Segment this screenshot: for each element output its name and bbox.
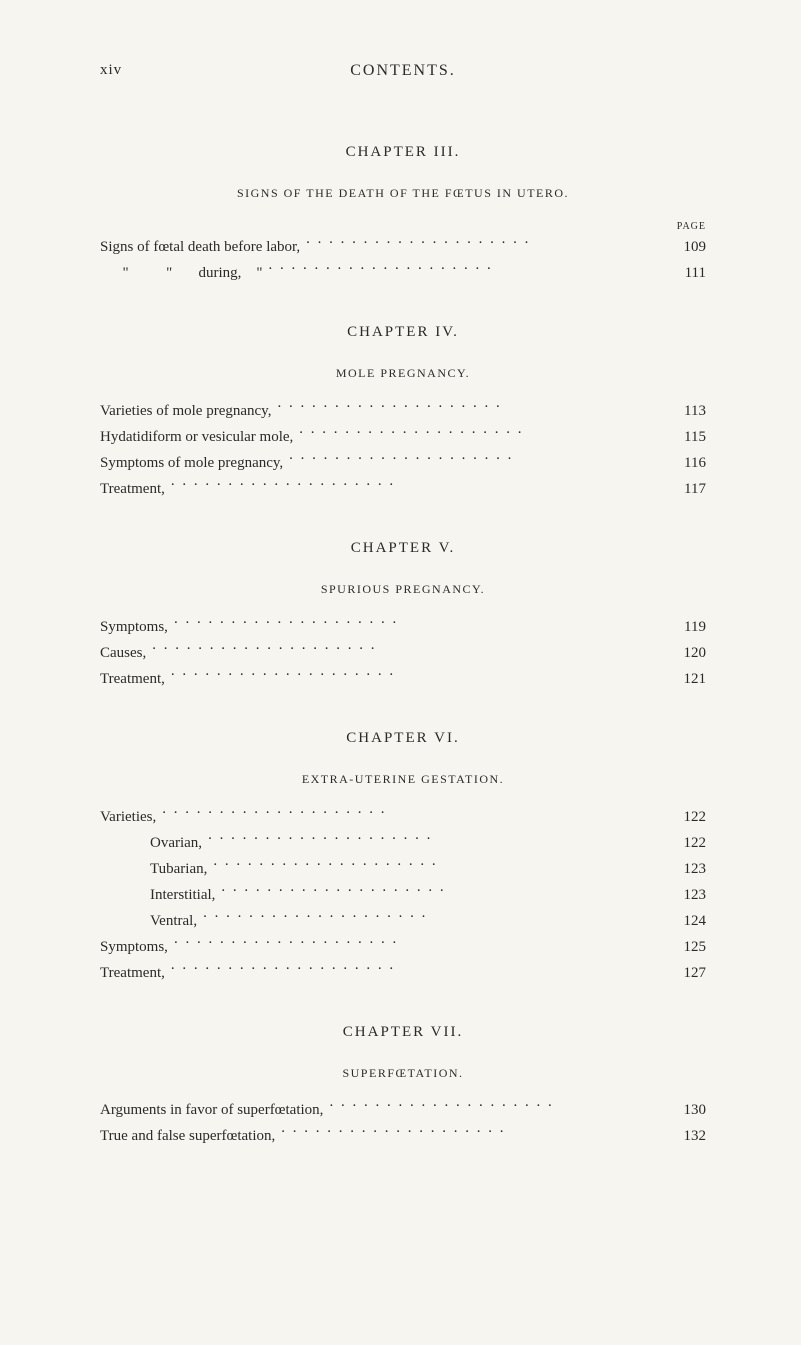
toc-page-number: 123 — [676, 859, 706, 880]
chapter-block: CHAPTER III. SIGNS OF THE DEATH OF THE FŒ… — [100, 142, 706, 284]
toc-entry: Tubarian, 123 — [100, 858, 706, 880]
toc-page-number: 132 — [676, 1126, 706, 1147]
dot-leader — [174, 616, 670, 631]
toc-text: Causes, — [100, 643, 146, 664]
toc-page-number: 113 — [676, 401, 706, 422]
dot-leader — [269, 262, 670, 277]
dot-leader — [152, 642, 670, 657]
page-number-header: xiv — [100, 60, 122, 82]
dot-leader — [289, 452, 670, 467]
toc-entry: Varieties of mole pregnancy, 113 — [100, 400, 706, 422]
dot-leader — [213, 858, 670, 873]
contents-title: CONTENTS. — [350, 60, 456, 82]
chapters-container: CHAPTER III. SIGNS OF THE DEATH OF THE FŒ… — [100, 142, 706, 1147]
chapter-title: CHAPTER VII. — [100, 1022, 706, 1043]
toc-entry: Arguments in favor of superfœtation, 130 — [100, 1099, 706, 1121]
toc-entry: Causes, 120 — [100, 642, 706, 664]
toc-page-number: 115 — [676, 427, 706, 448]
toc-text: Symptoms, — [100, 617, 168, 638]
toc-page-number: 123 — [676, 885, 706, 906]
dot-leader — [174, 936, 670, 951]
dot-leader — [281, 1125, 670, 1140]
dot-leader — [208, 832, 670, 847]
dot-leader — [329, 1099, 670, 1114]
chapter-title: CHAPTER VI. — [100, 728, 706, 749]
toc-text: " " during, " — [100, 263, 263, 284]
toc-entry: Treatment, 121 — [100, 668, 706, 690]
toc-page-number: 120 — [676, 643, 706, 664]
dot-leader — [221, 884, 670, 899]
toc-text: Symptoms, — [100, 937, 168, 958]
toc-text: True and false superfœtation, — [100, 1126, 275, 1147]
dot-leader — [171, 962, 670, 977]
toc-page-number: 125 — [676, 937, 706, 958]
chapter-title: CHAPTER V. — [100, 538, 706, 559]
chapter-block: CHAPTER V. SPURIOUS PREGNANCY. Symptoms, 11… — [100, 538, 706, 690]
toc-text: Treatment, — [100, 963, 165, 984]
toc-text: Treatment, — [100, 669, 165, 690]
toc-page-number: 122 — [676, 807, 706, 828]
toc-entry: Varieties, 122 — [100, 806, 706, 828]
toc-text: Treatment, — [100, 479, 165, 500]
toc-text: Interstitial, — [100, 885, 215, 906]
dot-leader — [162, 806, 670, 821]
toc-text: Tubarian, — [100, 859, 207, 880]
toc-page-number: 109 — [676, 237, 706, 258]
toc-entry: " " during, " 111 — [100, 262, 706, 284]
toc-text: Varieties, — [100, 807, 156, 828]
toc-text: Hydatidiform or vesicular mole, — [100, 427, 293, 448]
toc-entry: Hydatidiform or vesicular mole, 115 — [100, 426, 706, 448]
toc-page-number: 124 — [676, 911, 706, 932]
section-title: EXTRA-UTERINE GESTATION. — [100, 771, 706, 788]
chapter-title: CHAPTER IV. — [100, 322, 706, 343]
section-title: SUPERFŒTATION. — [100, 1065, 706, 1082]
toc-text: Ovarian, — [100, 833, 202, 854]
page-label: PAGE — [100, 220, 706, 234]
toc-entry: Interstitial, 123 — [100, 884, 706, 906]
toc-page-number: 121 — [676, 669, 706, 690]
chapter-block: CHAPTER VI. EXTRA-UTERINE GESTATION. Varie… — [100, 728, 706, 984]
toc-entry: Signs of fœtal death before labor, 109 — [100, 236, 706, 258]
toc-text: Arguments in favor of superfœtation, — [100, 1100, 323, 1121]
dot-leader — [171, 668, 670, 683]
section-title: SPURIOUS PREGNANCY. — [100, 581, 706, 598]
toc-entry: True and false superfœtation, 132 — [100, 1125, 706, 1147]
toc-entry: Treatment, 127 — [100, 962, 706, 984]
toc-page-number: 119 — [676, 617, 706, 638]
toc-entry: Ovarian, 122 — [100, 832, 706, 854]
toc-entry: Ventral, 124 — [100, 910, 706, 932]
dot-leader — [171, 478, 670, 493]
toc-entry: Symptoms of mole pregnancy, 116 — [100, 452, 706, 474]
toc-entry: Treatment, 117 — [100, 478, 706, 500]
header-row: xiv CONTENTS. xiv — [100, 60, 706, 82]
section-title: MOLE PREGNANCY. — [100, 365, 706, 382]
dot-leader — [203, 910, 670, 925]
toc-page-number: 122 — [676, 833, 706, 854]
chapter-block: CHAPTER IV. MOLE PREGNANCY. Varieties of m… — [100, 322, 706, 500]
dot-leader — [299, 426, 670, 441]
toc-page-number: 116 — [676, 453, 706, 474]
toc-entry: Symptoms, 125 — [100, 936, 706, 958]
toc-text: Ventral, — [100, 911, 197, 932]
toc-page-number: 111 — [676, 263, 706, 284]
toc-page-number: 127 — [676, 963, 706, 984]
chapter-block: CHAPTER VII. SUPERFŒTATION. Arguments in f… — [100, 1022, 706, 1148]
toc-page-number: 117 — [676, 479, 706, 500]
toc-page-number: 130 — [676, 1100, 706, 1121]
section-title: SIGNS OF THE DEATH OF THE FŒTUS IN UTERO… — [100, 185, 706, 202]
toc-text: Varieties of mole pregnancy, — [100, 401, 271, 422]
dot-leader — [306, 236, 670, 251]
dot-leader — [277, 400, 670, 415]
toc-text: Symptoms of mole pregnancy, — [100, 453, 283, 474]
toc-entry: Symptoms, 119 — [100, 616, 706, 638]
toc-text: Signs of fœtal death before labor, — [100, 237, 300, 258]
chapter-title: CHAPTER III. — [100, 142, 706, 163]
